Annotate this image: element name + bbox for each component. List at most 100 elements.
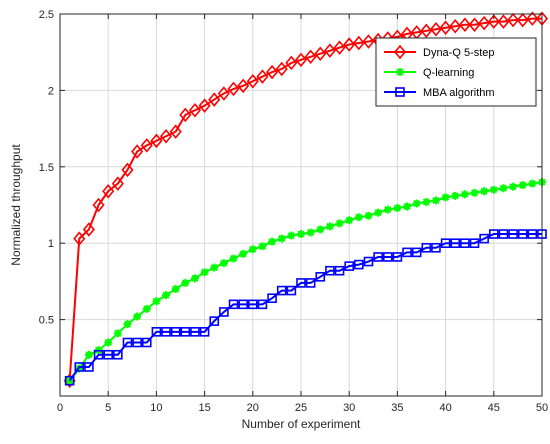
x-tick-label: 10 — [150, 402, 162, 414]
data-point — [374, 208, 383, 217]
data-point — [180, 327, 191, 337]
data-point — [82, 222, 95, 237]
x-tick-label: 5 — [105, 402, 111, 414]
data-point — [297, 230, 305, 239]
data-point — [334, 265, 345, 276]
x-axis-label: Number of experiment — [242, 417, 361, 431]
data-point — [516, 12, 529, 28]
legend-marker — [395, 87, 405, 97]
data-point — [325, 222, 334, 231]
data-point — [92, 197, 105, 213]
data-point — [286, 285, 297, 296]
y-tick-label: 1.5 — [39, 162, 54, 174]
data-point — [488, 229, 499, 239]
data-point — [181, 278, 190, 287]
data-point — [237, 78, 250, 94]
data-point — [113, 329, 122, 338]
data-point — [84, 350, 93, 359]
legend: Dyna-Q 5-step Q-learning MBA algorithm — [375, 37, 537, 107]
data-point — [103, 349, 113, 360]
legend-marker — [393, 44, 407, 60]
data-point — [526, 11, 539, 26]
data-point — [188, 103, 202, 118]
data-point — [133, 312, 142, 321]
y-tick-label: 2 — [48, 85, 54, 97]
data-point — [268, 237, 277, 246]
data-point — [487, 14, 500, 29]
data-point — [449, 18, 462, 34]
data-point — [104, 338, 113, 347]
data-point — [498, 229, 509, 239]
data-point — [199, 327, 210, 337]
data-point — [489, 185, 498, 194]
data-point — [306, 228, 315, 237]
data-point — [266, 64, 279, 80]
data-point — [200, 268, 209, 277]
axis-ticks: 0 5 10 15 20 25 30 35 40 45 50 0.5 1 1.5 2 2.5 — [39, 9, 548, 414]
data-point — [140, 138, 153, 153]
data-point — [363, 256, 374, 267]
data-point — [296, 278, 306, 288]
series-layer — [63, 11, 549, 388]
data-point — [421, 242, 432, 253]
data-point — [392, 252, 403, 262]
series-1 — [65, 178, 546, 385]
x-tick-label: 0 — [57, 402, 63, 414]
data-point — [229, 254, 238, 263]
series-line — [68, 233, 542, 382]
legend-entry: Q-learning — [384, 67, 474, 79]
series-0 — [63, 11, 549, 388]
y-tick-label: 2.5 — [39, 9, 54, 21]
data-point — [294, 52, 308, 68]
data-point — [64, 375, 75, 386]
data-point — [210, 263, 219, 272]
data-point — [469, 238, 480, 248]
data-point — [239, 249, 248, 258]
x-tick-label: 30 — [343, 402, 355, 414]
data-point — [323, 43, 336, 58]
x-tick-label: 15 — [198, 402, 210, 414]
data-point — [439, 20, 452, 36]
y-tick-label: 0.5 — [39, 315, 54, 327]
x-tick-label: 50 — [536, 402, 548, 414]
data-point — [373, 252, 383, 262]
series-2 — [64, 229, 547, 386]
data-point — [248, 299, 258, 310]
data-point — [276, 285, 287, 296]
data-point — [499, 184, 508, 193]
legend-marker — [396, 68, 404, 76]
data-point — [217, 86, 230, 101]
data-point — [179, 107, 192, 123]
data-point — [344, 261, 355, 271]
data-point — [277, 234, 286, 243]
y-axis-label: Normalized throughput — [9, 144, 23, 266]
data-point — [169, 124, 182, 139]
data-point — [74, 362, 85, 372]
data-point — [507, 12, 520, 28]
data-point — [248, 245, 257, 254]
data-point — [227, 81, 240, 97]
data-point — [431, 196, 440, 205]
data-point — [198, 98, 211, 113]
data-point — [450, 238, 461, 248]
data-point — [518, 181, 527, 190]
x-tick-label: 45 — [488, 402, 500, 414]
data-point — [84, 362, 94, 372]
legend-label: Q-learning — [423, 67, 474, 79]
data-point — [171, 285, 180, 294]
data-point — [111, 176, 124, 191]
data-point — [267, 293, 277, 304]
data-point — [382, 252, 393, 262]
data-point — [141, 337, 152, 348]
data-point — [102, 183, 115, 199]
data-point — [258, 242, 267, 251]
x-tick-label: 25 — [295, 402, 307, 414]
data-point — [131, 144, 144, 159]
data-point — [325, 265, 335, 276]
legend-entry: MBA algorithm — [384, 87, 495, 99]
data-point — [190, 274, 199, 283]
data-point — [287, 231, 296, 240]
series-line — [68, 181, 543, 382]
data-point — [219, 259, 228, 268]
